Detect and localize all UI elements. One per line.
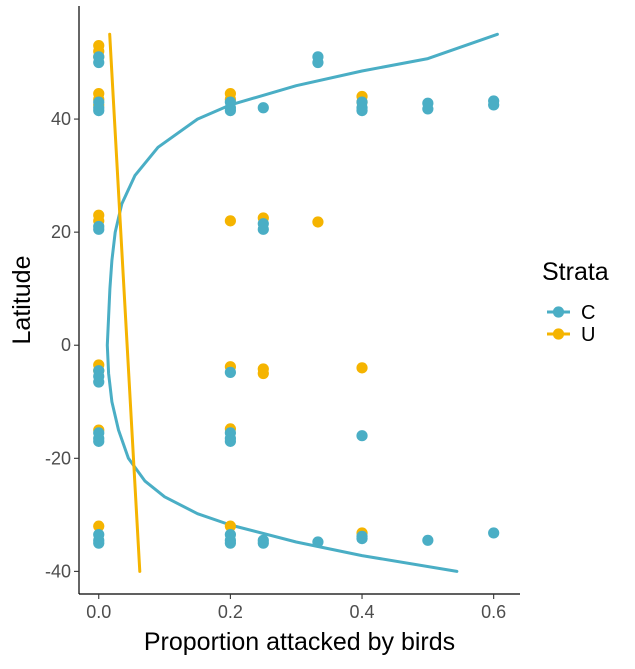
point-c (312, 536, 324, 548)
point-c (224, 537, 236, 549)
y-tick-label: 40 (51, 109, 71, 129)
x-tick-label: 0.4 (350, 602, 375, 622)
point-c (356, 104, 368, 117)
point-c (93, 376, 105, 388)
fit-line-u (108, 32, 142, 573)
legend-title: Strata (542, 258, 609, 286)
point-u (257, 367, 269, 380)
point-c (488, 99, 500, 111)
y-tick-label: -40 (45, 561, 71, 581)
point-c (356, 532, 368, 545)
point-c (224, 366, 236, 378)
point-c (257, 223, 269, 235)
y-tick-label: 0 (61, 335, 71, 355)
y-tick-label: -20 (45, 448, 71, 468)
point-c (93, 435, 105, 447)
point-u (356, 362, 368, 374)
point-c (93, 223, 105, 235)
point-u (224, 215, 236, 227)
point-c (312, 56, 324, 69)
x-tick-label: 0.6 (481, 602, 506, 622)
point-c (224, 435, 236, 447)
data-points (93, 39, 500, 549)
legend-key-point-u (552, 328, 565, 340)
point-c (93, 104, 105, 117)
y-tick-label: 20 (51, 222, 71, 242)
point-u (312, 216, 324, 228)
point-c (224, 104, 236, 117)
legend-key-point-c (552, 306, 565, 318)
point-c (422, 534, 434, 546)
point-c (257, 537, 269, 549)
point-c (93, 537, 105, 549)
x-tick-label: 0.0 (86, 602, 111, 622)
point-c (257, 102, 269, 114)
point-c (93, 51, 105, 63)
point-u (93, 520, 105, 532)
legend: Strata CU (542, 258, 609, 346)
point-c (422, 103, 434, 115)
legend-label-c: C (581, 302, 595, 324)
y-axis-title: Latitude (8, 256, 36, 345)
point-u (224, 520, 236, 532)
y-ticks: -40 -20 0 20 40 (45, 109, 79, 581)
x-ticks: 0.0 0.2 0.4 0.6 (86, 594, 506, 622)
x-axis-title: Proportion attacked by birds (144, 628, 455, 656)
point-c (356, 430, 368, 442)
legend-label-u: U (581, 324, 595, 346)
point-c (488, 527, 500, 539)
x-tick-label: 0.2 (218, 602, 243, 622)
